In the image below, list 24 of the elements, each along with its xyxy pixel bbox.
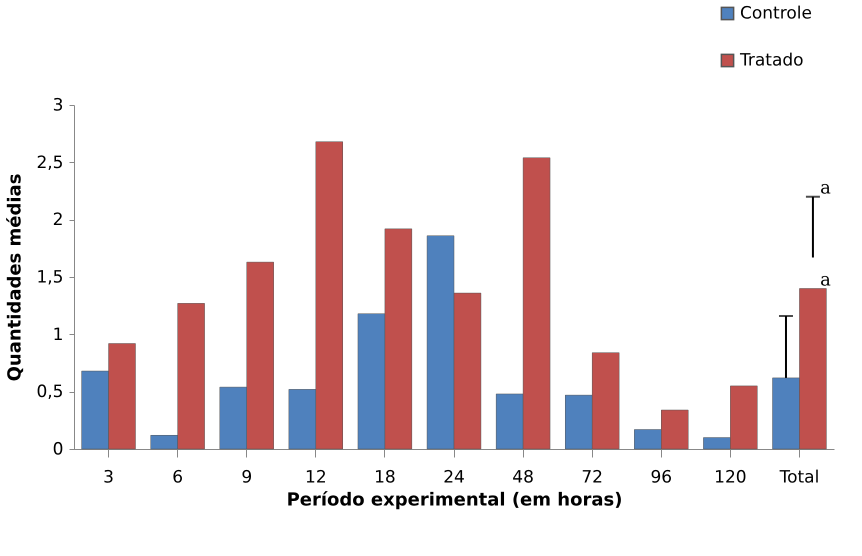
annotation: a [820, 269, 832, 290]
y-tick-label: 2,5 [36, 152, 64, 173]
y-tick-label: 1,5 [36, 268, 64, 288]
x-tick-label: Total [778, 468, 820, 488]
legend-label: Controle [740, 4, 812, 24]
x-tick-label: 9 [241, 468, 252, 488]
x-tick-label: 48 [512, 468, 534, 488]
annotation: a [820, 178, 832, 199]
y-tick-label: 0 [52, 440, 64, 460]
x-tick-label: 6 [172, 468, 184, 488]
legend-label: Tratado [739, 50, 804, 70]
x-tick-label: 96 [650, 468, 672, 488]
x-tick-label: 18 [374, 468, 396, 488]
x-axis-title: Período experimental (em horas) [286, 490, 622, 510]
x-tick-label: 3 [103, 468, 114, 488]
y-tick-label: 0,5 [36, 382, 64, 402]
y-tick-label: 2 [52, 210, 64, 230]
y-axis-title: Quantidades médias [4, 174, 26, 382]
x-tick-label: 72 [581, 468, 603, 488]
x-tick-label: 120 [714, 468, 747, 488]
x-tick-label: 12 [305, 468, 327, 488]
y-tick-label: 1 [52, 324, 64, 345]
x-tick-label: 24 [443, 468, 465, 488]
y-tick-label: 3 [52, 96, 64, 116]
